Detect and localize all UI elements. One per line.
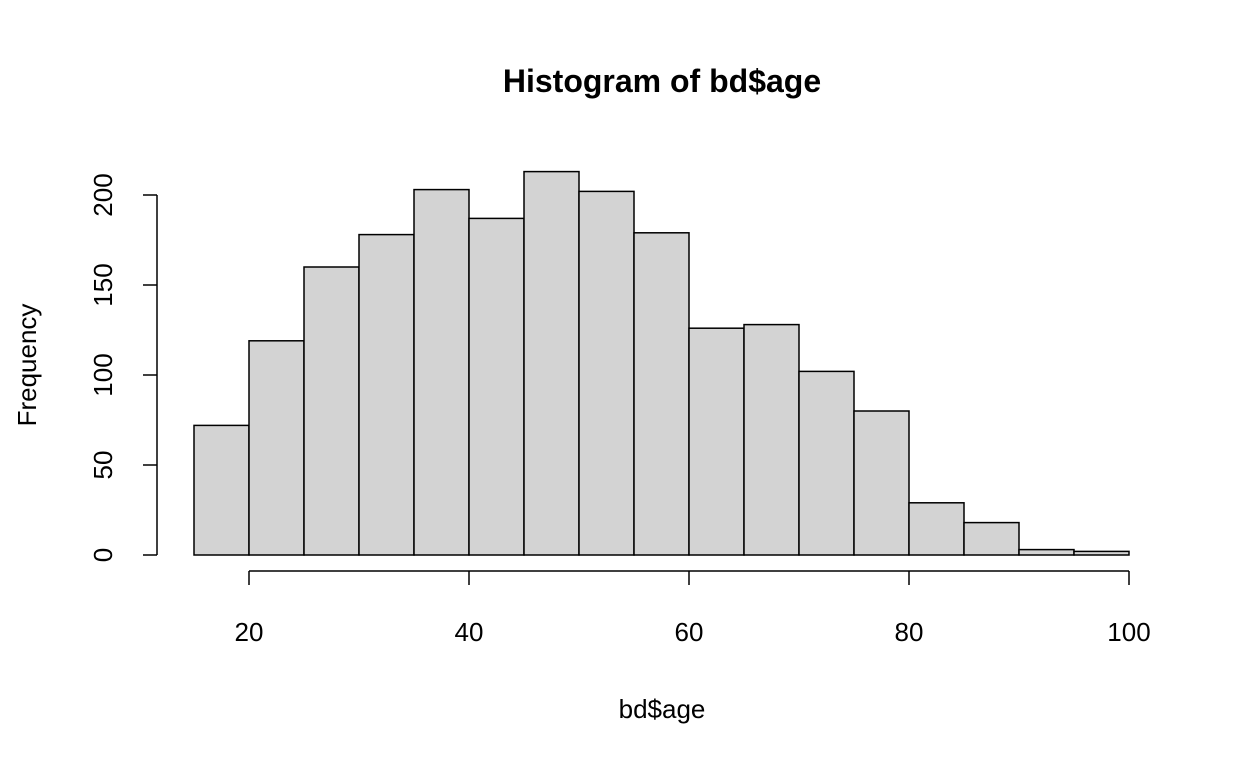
x-tick-label-20: 20 [235,617,264,647]
x-tick-label-100: 100 [1107,617,1150,647]
chart-title: Histogram of bd$age [503,63,821,99]
y-tick-label-200: 200 [88,173,118,216]
histogram-bar-45-50 [523,170,580,556]
bars-group [193,170,1130,556]
histogram-bar-80-85 [908,502,965,556]
histogram-bar-20-25 [248,340,305,556]
histogram-bar-95-100 [1073,550,1130,556]
histogram-bar-15-20 [193,424,250,556]
histogram-bar-85-90 [963,521,1020,556]
histogram-bar-30-35 [358,233,415,556]
x-tick-label-60: 60 [675,617,704,647]
histogram-bar-75-80 [853,410,910,556]
x-axis: 20 40 60 80 100 [235,570,1151,647]
histogram-bar-25-30 [303,266,360,556]
histogram-bar-40-45 [468,217,525,556]
histogram-bar-50-55 [578,190,635,556]
y-axis: 0 50 100 150 200 [88,173,158,562]
x-tick-label-80: 80 [895,617,924,647]
x-tick-label-40: 40 [455,617,484,647]
x-axis-label: bd$age [619,694,706,724]
histogram-bar-60-65 [688,327,745,556]
y-tick-label-50: 50 [88,451,118,480]
y-tick-label-100: 100 [88,353,118,396]
histogram-bar-90-95 [1018,548,1075,556]
y-axis-label: Frequency [12,304,42,427]
y-tick-label-150: 150 [88,263,118,306]
y-tick-label-0: 0 [88,548,118,562]
histogram-bar-70-75 [798,370,855,556]
histogram-bar-55-60 [633,232,690,556]
histogram-bar-35-40 [413,188,470,556]
histogram-bar-65-70 [743,323,800,556]
